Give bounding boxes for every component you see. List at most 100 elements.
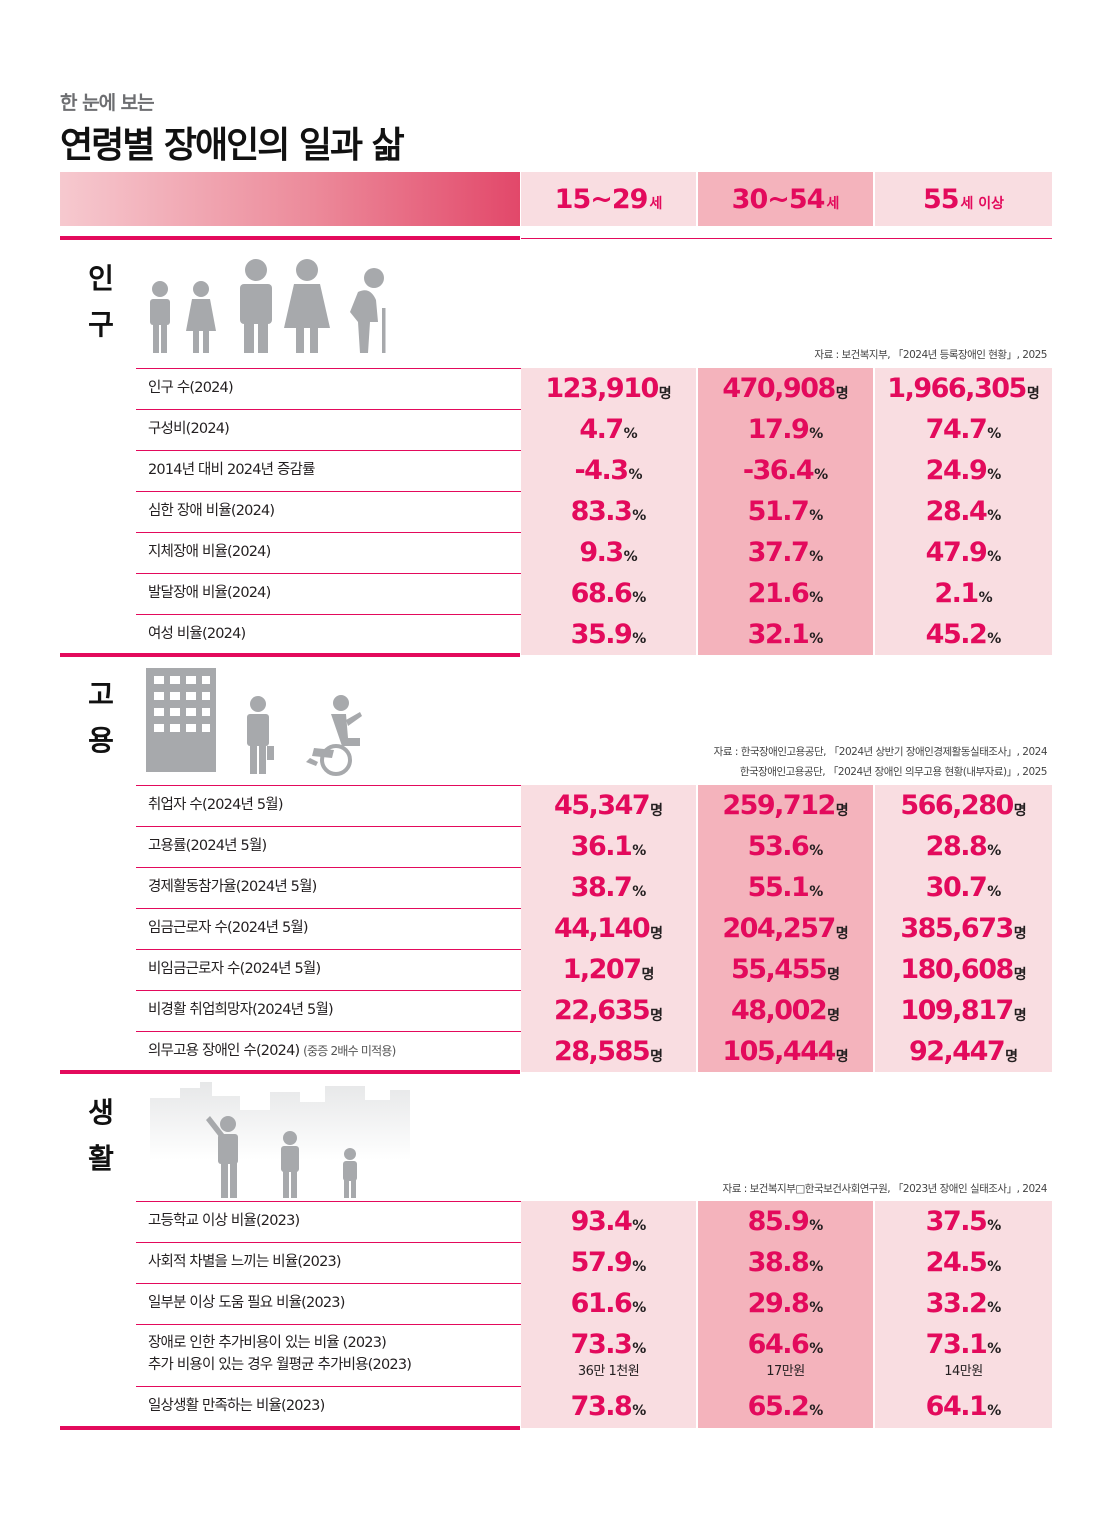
value-15-29: -4.3% [574,455,643,486]
value-30-54: 470,908 명 [722,373,849,404]
table-row: 비임금근로자 수(2024년 5월) 1,207 명 55,455 명 180,60… [136,949,1052,990]
table-row: 심한 장애 비율(2024) 83.3% 51.7% 28.4% [136,491,1052,532]
value-30-54: 55.1% [747,872,824,903]
column-bg [698,368,873,655]
row-note: (중증 2배수 미적용) [303,1044,396,1058]
row-label: 발달장애 비율(2024) [148,585,271,601]
column-bg [875,785,1052,1072]
value-15-29: 38.7% [570,872,647,903]
row-label: 일부분 이상 도움 필요 비율(2023) [148,1295,345,1311]
value-15-29: 45,347 명 [553,790,664,821]
table-row: 장애로 인한 추가비용이 있는 비율 (2023) 추가 비용이 있는 경우 월… [136,1324,1052,1384]
value-55-plus: 24.9% [925,455,1002,486]
table-row: 발달장애 비율(2024) 68.6% 21.6% 2.1% [136,573,1052,614]
value-30-54: 65.2% [747,1391,824,1422]
header-gradient-bar [60,172,520,226]
office-building-icon [146,668,362,776]
value-55-plus: 47.9% [925,537,1002,568]
value-55-plus: 30.7% [925,872,1002,903]
value-15-29: 123,910 명 [545,373,672,404]
row-label: 경제활동참가율(2024년 5월) [148,879,317,895]
value-30-54: 32.1% [747,619,824,650]
value-15-29: 73.8% [570,1391,647,1422]
section-divider [60,653,520,657]
value-55-plus: 74.7% [925,414,1002,445]
value-55-plus: 24.5% [925,1247,1002,1278]
column-bg [698,1201,873,1428]
value-15-29: 61.6% [570,1288,647,1319]
table-row: 인구 수(2024) 123,910 명 470,908 명 1,966,305 명 [136,368,1052,409]
value-30-54: 38.8% [747,1247,824,1278]
section-divider [60,1426,520,1430]
value-15-29: 44,140 명 [553,913,664,944]
row-label: 비임금근로자 수(2024년 5월) [148,961,321,977]
value-30-54: 85.9% [747,1206,824,1237]
row-label: 여성 비율(2024) [148,626,246,642]
column-header-15-29: 15~29 세 [521,172,696,226]
source-population: 자료 : 보건복지부, 「2024년 등록장애인 현황」, 2025 [814,349,1047,361]
table-row: 일부분 이상 도움 필요 비율(2023) 61.6% 29.8% 33.2% [136,1283,1052,1324]
divider [521,238,1052,239]
column-header-30-54: 30~54 세 [698,172,873,226]
value-55-plus: 64.1% [925,1391,1002,1422]
value-15-29: 9.3% [579,537,638,568]
table-row: 구성비(2024) 4.7% 17.9% 74.7% [136,409,1052,450]
row-label: 일상생활 만족하는 비율(2023) [148,1398,325,1414]
row-label: 사회적 차별을 느끼는 비율(2023) [148,1254,342,1270]
value-30-54: 29.8% [747,1288,824,1319]
value-30-54: 48,002 명 [730,995,841,1026]
table-row: 의무고용 장애인 수(2024) (중증 2배수 미적용) 28,585 명 10… [136,1031,1052,1072]
value-55-plus: 180,608 명 [900,954,1027,985]
source-life: 자료 : 보건복지부□한국보건사회연구원, 「2023년 장애인 실태조사」, … [722,1183,1048,1195]
value-30-54: 259,712 명 [722,790,849,821]
table-row: 경제활동참가율(2024년 5월) 38.7% 55.1% 30.7% [136,867,1052,908]
table-row: 일상생활 만족하는 비율(2023) 73.8% 65.2% 64.1% [136,1386,1052,1427]
column-bg [875,1201,1052,1428]
value-30-54: 55,455 명 [730,954,841,985]
value-15-29: 73.3% 36만 1천원 [570,1329,647,1379]
row-label: 심한 장애 비율(2024) [148,503,275,519]
table-row: 고용률(2024년 5월) 36.1% 53.6% 28.8% [136,826,1052,867]
row-label: 취업자 수(2024년 5월) [148,797,284,813]
page-subtitle: 한 눈에 보는 [60,92,155,114]
table-row: 2014년 대비 2024년 증감률 -4.3% -36.4% 24.9% [136,450,1052,491]
column-header-55-plus: 55 세 이상 [875,172,1052,226]
row-label: 장애로 인한 추가비용이 있는 비율 (2023) 추가 비용이 있는 경우 월… [148,1335,412,1373]
table-row: 지체장애 비율(2024) 9.3% 37.7% 47.9% [136,532,1052,573]
value-subtext: 17만원 [766,1364,805,1379]
value-30-54: -36.4% [742,455,829,486]
table-row: 사회적 차별을 느끼는 비율(2023) 57.9% 38.8% 24.5% [136,1242,1052,1283]
row-label: 고용률(2024년 5월) [148,838,267,854]
source-employment-2: 한국장애인고용공단, 「2024년 장애인 의무고용 현황(내부자료)」, 20… [739,766,1048,778]
row-label: 인구 수(2024) [148,380,234,396]
row-label: 고등학교 이상 비율(2023) [148,1213,300,1229]
table-row: 비경활 취업희망자(2024년 5월) 22,635 명 48,002 명 109,… [136,990,1052,1031]
value-30-54: 204,257 명 [722,913,849,944]
column-bg [875,368,1052,655]
value-15-29: 4.7% [579,414,638,445]
value-15-29: 1,207 명 [562,954,655,985]
value-30-54: 105,444 명 [722,1036,849,1067]
value-55-plus: 385,673 명 [900,913,1027,944]
value-15-29: 35.9% [570,619,647,650]
value-30-54: 21.6% [747,578,824,609]
column-bg [521,1201,696,1428]
value-15-29: 68.6% [570,578,647,609]
column-bg [521,368,696,655]
value-15-29: 93.4% [570,1206,647,1237]
value-30-54: 37.7% [747,537,824,568]
source-employment-1: 자료 : 한국장애인고용공단, 「2024년 상반기 장애인경제활동실태조사」,… [713,746,1048,758]
row-label: 구성비(2024) [148,421,230,437]
value-55-plus: 1,966,305 명 [887,373,1040,404]
divider [60,236,520,240]
section-divider [60,1070,520,1074]
row-label: 임금근로자 수(2024년 5월) [148,920,309,936]
value-15-29: 83.3% [570,496,647,527]
value-30-54: 51.7% [747,496,824,527]
value-55-plus: 92,447 명 [908,1036,1019,1067]
people-age-icon [150,259,386,353]
value-55-plus: 45.2% [925,619,1002,650]
value-55-plus: 2.1% [934,578,993,609]
